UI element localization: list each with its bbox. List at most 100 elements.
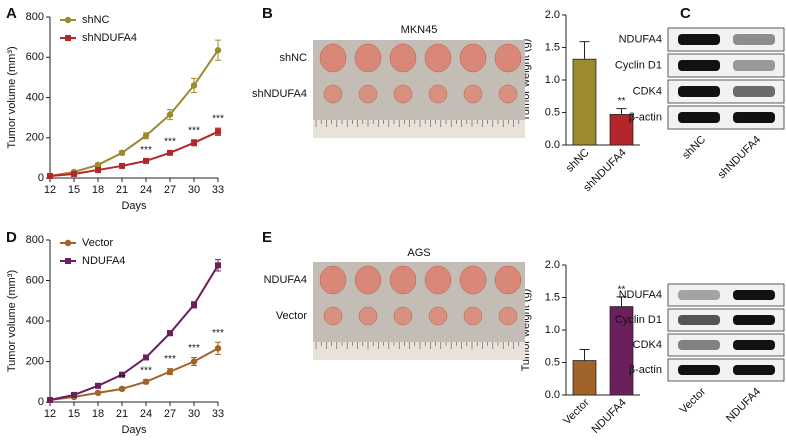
- significance: ***: [164, 136, 176, 147]
- blot-band: [678, 112, 720, 123]
- marker: [142, 378, 150, 385]
- legend-marker: [65, 258, 71, 264]
- blot-row-label: β-actin: [629, 111, 662, 123]
- bar: [572, 360, 597, 396]
- blot-band: [678, 315, 720, 325]
- blot-band: [733, 86, 775, 97]
- bar: [572, 58, 597, 146]
- y-axis-label: Tumor volume (mm³): [6, 270, 18, 372]
- marker: [143, 157, 149, 164]
- marker: [94, 161, 102, 169]
- marker: [215, 128, 221, 135]
- significance: ***: [164, 354, 176, 365]
- x-tick-label: 24: [140, 408, 152, 420]
- marker: [71, 170, 77, 177]
- legend-label: shNDUFA4: [82, 32, 137, 44]
- x-axis-label: Days: [121, 424, 147, 436]
- marker: [71, 391, 77, 398]
- x-tick-label: 33: [212, 184, 224, 196]
- blot-frame: [667, 333, 785, 357]
- panel-label: D: [6, 229, 17, 246]
- blot-lane-label: shNDUFA4: [716, 134, 763, 181]
- blot-band: [678, 60, 720, 71]
- x-tick-label: NDUFA4: [589, 397, 628, 436]
- tumor: [393, 84, 413, 104]
- marker: [190, 82, 198, 89]
- tumor: [358, 84, 378, 104]
- ruler: [313, 342, 525, 360]
- y-tick-label: 0.0: [545, 389, 560, 401]
- y-tick-label: 800: [26, 11, 44, 23]
- x-tick-label: 18: [92, 184, 104, 196]
- blot-band: [733, 365, 775, 375]
- x-axis-label: Days: [121, 200, 147, 212]
- x-tick-label: 12: [44, 408, 56, 420]
- tumor: [358, 306, 378, 326]
- marker: [191, 301, 197, 308]
- y-tick-label: 1.0: [545, 324, 560, 336]
- marker: [142, 132, 150, 139]
- y-tick-label: 1.0: [545, 74, 560, 86]
- y-tick-label: 600: [26, 274, 44, 286]
- significance: ***: [188, 125, 200, 136]
- tumor: [424, 43, 452, 73]
- marker: [47, 396, 53, 403]
- blot-frame: [667, 27, 785, 52]
- tumor: [498, 306, 518, 326]
- x-tick-label: 18: [92, 408, 104, 420]
- y-tick-label: 200: [26, 355, 44, 367]
- bar: [609, 114, 634, 146]
- legend-marker: [64, 16, 72, 24]
- tumor: [319, 265, 347, 295]
- y-tick-label: 600: [26, 51, 44, 63]
- significance: ***: [140, 365, 152, 376]
- x-tick-label: 27: [164, 184, 176, 196]
- photo-title: MKN45: [401, 24, 438, 36]
- y-tick-label: 200: [26, 132, 44, 144]
- panel-label: B: [262, 5, 273, 22]
- tumor: [498, 84, 518, 104]
- y-tick-label: 1.5: [545, 41, 560, 53]
- photo-title: AGS: [407, 247, 430, 259]
- significance: ***: [212, 114, 224, 125]
- blot-row-label: β-actin: [629, 364, 662, 376]
- y-tick-label: 400: [26, 91, 44, 103]
- y-tick-label: 2.0: [545, 259, 560, 271]
- x-tick-label: 21: [116, 408, 128, 420]
- y-axis-label: Tumor volume (mm³): [6, 46, 18, 148]
- blot-band: [733, 290, 775, 300]
- legend-label: NDUFA4: [82, 255, 125, 267]
- x-tick-label: 15: [68, 408, 80, 420]
- blot-row-label: Cyclin D1: [615, 59, 662, 71]
- marker: [191, 139, 197, 146]
- x-tick-label: 27: [164, 408, 176, 420]
- y-tick-label: 800: [26, 234, 44, 246]
- marker: [119, 162, 125, 169]
- series-line: [49, 347, 219, 401]
- photo-row-label: shNDUFA4: [252, 88, 307, 100]
- panel-label: A: [6, 5, 17, 22]
- y-tick-label: 0.5: [545, 356, 560, 368]
- blot-row-label: Cyclin D1: [615, 314, 662, 326]
- blot-frame: [667, 308, 785, 332]
- blot-frame: [667, 79, 785, 104]
- blot-frame: [667, 53, 785, 78]
- marker: [214, 47, 222, 54]
- blot-band: [678, 365, 720, 375]
- marker: [47, 172, 53, 179]
- blot-lane-label: Vector: [678, 385, 709, 416]
- x-tick-label: 30: [188, 184, 200, 196]
- marker: [118, 385, 126, 393]
- panel-label: C: [680, 5, 691, 22]
- blot-band: [678, 86, 720, 97]
- x-tick-label: 24: [140, 184, 152, 196]
- photo-row-label: shNC: [279, 52, 307, 64]
- blot-lane-label: shNC: [680, 134, 708, 162]
- blot-band: [733, 112, 775, 123]
- blot-band: [678, 340, 720, 350]
- y-tick-label: 0.5: [545, 106, 560, 118]
- tumor: [389, 265, 417, 295]
- x-tick-label: shNC: [564, 147, 592, 175]
- tumor: [494, 265, 522, 295]
